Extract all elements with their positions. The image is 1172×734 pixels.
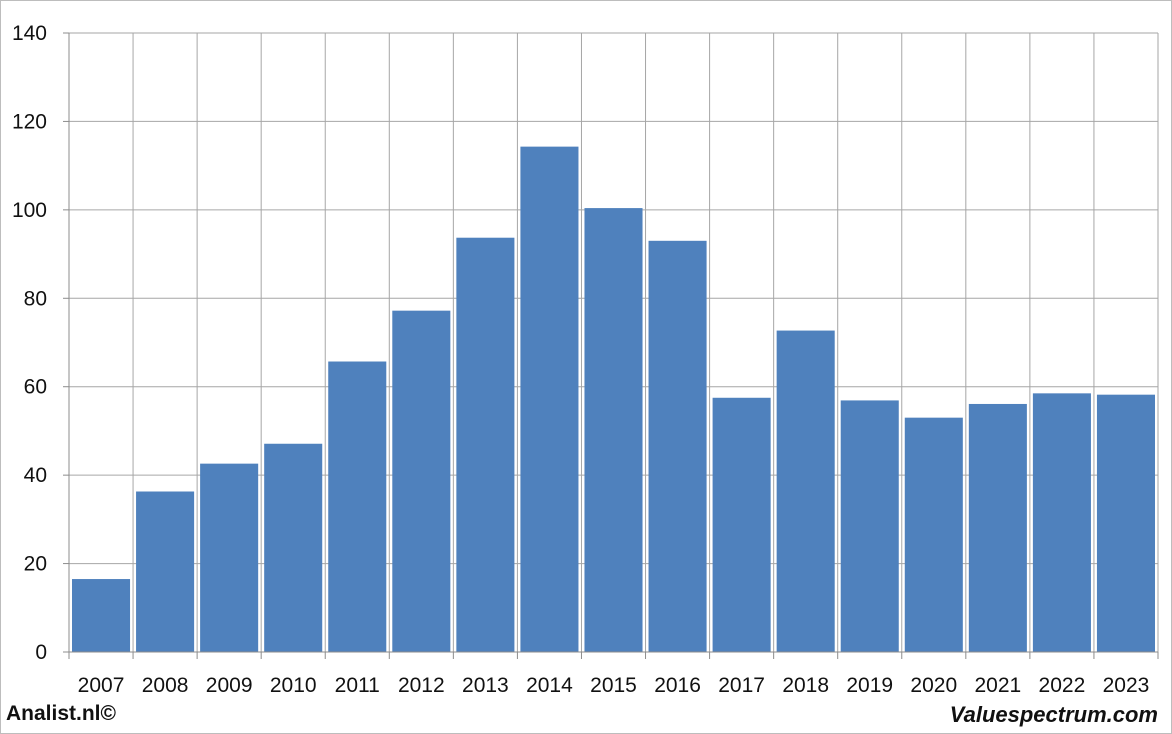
x-tick-label: 2014 — [526, 674, 573, 697]
bar-2015 — [584, 208, 643, 653]
bar-2022 — [1032, 393, 1091, 652]
bar-2018 — [776, 330, 835, 652]
bar-layer — [72, 146, 1155, 653]
x-tick-label: 2021 — [974, 674, 1021, 697]
x-tick-label: 2019 — [846, 674, 893, 697]
x-tick-label: 2016 — [654, 674, 701, 697]
bar-2021 — [968, 403, 1027, 652]
bar-2016 — [648, 240, 707, 653]
footer-right-credit: Valuespectrum.com — [949, 702, 1158, 727]
bar-2020 — [904, 417, 963, 652]
bar-2014 — [520, 146, 579, 652]
bar-2019 — [840, 400, 899, 652]
y-tick-label: 120 — [12, 110, 47, 133]
x-tick-label: 2017 — [718, 674, 765, 697]
x-tick-label: 2020 — [910, 674, 957, 697]
y-tick-label: 100 — [12, 199, 47, 222]
x-tick-label: 2022 — [1039, 674, 1086, 697]
x-tick-label: 2015 — [590, 674, 637, 697]
x-tick-label: 2013 — [462, 674, 509, 697]
bar-2007 — [72, 579, 131, 652]
x-tick-label: 2009 — [206, 674, 253, 697]
x-tick-label: 2007 — [78, 674, 125, 697]
y-tick-label: 60 — [24, 376, 47, 399]
x-tick-label: 2018 — [782, 674, 829, 697]
axis-layer: 0 20 40 60 80 100 120 140 2007 2008 2009 2010 2011 20… — [12, 22, 1159, 697]
bar-2008 — [136, 491, 195, 652]
y-tick-label: 20 — [24, 553, 47, 576]
bar-2012 — [392, 310, 451, 652]
bar-2009 — [200, 463, 259, 652]
bar-2010 — [264, 443, 323, 652]
y-tick-label: 0 — [35, 641, 47, 664]
footer-left-credit: Analist.nl© — [6, 702, 116, 725]
y-tick-label: 140 — [12, 22, 47, 45]
bar-2023 — [1096, 394, 1155, 652]
y-tick-label: 40 — [24, 464, 47, 487]
bar-2017 — [712, 397, 771, 652]
grid-layer — [68, 32, 1159, 652]
x-tick-label: 2012 — [398, 674, 445, 697]
y-tick-label: 80 — [24, 287, 47, 310]
x-tick-label: 2008 — [142, 674, 189, 697]
x-tick-label: 2011 — [335, 674, 380, 697]
x-tick-label: 2010 — [270, 674, 317, 697]
x-tick-label: 2023 — [1103, 674, 1150, 697]
bar-2011 — [328, 361, 387, 652]
bar-2013 — [456, 237, 515, 652]
